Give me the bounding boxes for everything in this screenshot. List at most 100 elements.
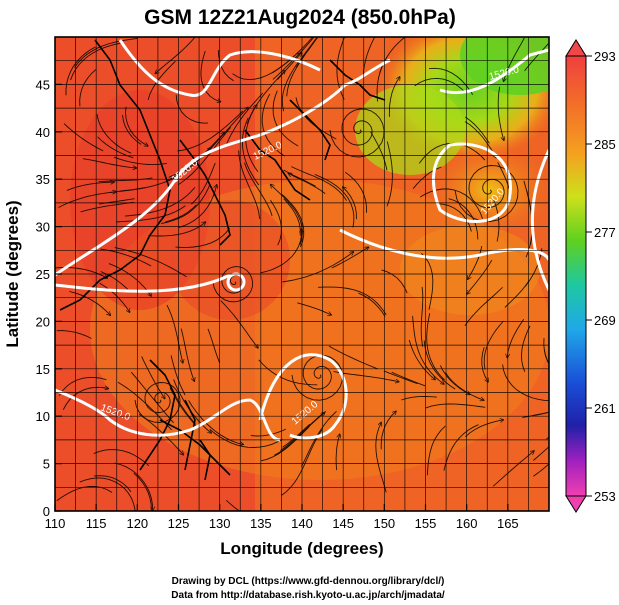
streamline <box>147 60 176 101</box>
streamline <box>376 60 386 102</box>
streamline <box>408 339 435 380</box>
streamline <box>272 90 299 147</box>
colorbar: 293 285 277 269 261 253 <box>565 39 616 513</box>
colorbar-tick-label: 293 <box>594 49 616 64</box>
streamline <box>282 252 353 283</box>
colorbar-bar <box>565 55 587 497</box>
streamline <box>436 203 472 232</box>
streamline <box>70 42 122 81</box>
streamline <box>283 198 301 236</box>
y-tick-label: 25 <box>36 267 50 282</box>
streamline <box>426 313 445 381</box>
streamline <box>391 371 426 387</box>
streamline <box>165 204 197 223</box>
streamline <box>412 315 444 384</box>
streamline <box>504 280 530 308</box>
streamline <box>161 183 211 224</box>
x-tick-label: 120 <box>126 516 148 531</box>
credit-drawing: Drawing by DCL (https://www.gfd-dennou.o… <box>172 576 445 587</box>
y-tick-label: 20 <box>36 314 50 329</box>
streamline <box>420 252 434 310</box>
x-tick-label: 145 <box>332 516 354 531</box>
streamline <box>80 201 134 213</box>
colorbar-tick-label: 277 <box>594 225 616 240</box>
streamline <box>178 185 217 229</box>
vortex-streamline <box>454 165 519 222</box>
streamline <box>401 396 437 401</box>
streamline <box>191 162 216 205</box>
y-tick-label: 0 <box>43 504 50 519</box>
streamline <box>533 446 549 461</box>
streamline <box>207 328 221 364</box>
streamline <box>96 114 132 154</box>
streamline <box>467 259 493 294</box>
y-axis-label: Latitude (degrees) <box>3 200 22 347</box>
x-tick-label: 110 <box>45 516 66 531</box>
streamline <box>141 356 165 399</box>
x-tick-label: 155 <box>415 516 437 531</box>
streamline <box>465 420 503 438</box>
streamline <box>297 302 331 315</box>
colorbar-tick-label: 253 <box>594 489 616 504</box>
streamline <box>79 477 136 511</box>
streamline <box>425 403 486 409</box>
streamline <box>56 330 92 339</box>
streamline <box>439 365 469 395</box>
y-tick-label: 35 <box>36 172 50 187</box>
streamline <box>125 106 148 146</box>
y-tick-label: 30 <box>36 220 50 235</box>
streamline <box>507 319 525 357</box>
streamline <box>93 449 150 467</box>
streamline <box>261 93 285 157</box>
streamline <box>281 61 300 112</box>
colorbar-bottom-cap <box>565 495 587 513</box>
chart-title: GSM 12Z21Aug2024 (850.0hPa) <box>144 6 456 29</box>
streamline <box>493 200 500 242</box>
streamline <box>175 227 230 248</box>
streamline <box>465 116 490 144</box>
streamline <box>464 286 503 327</box>
streamline <box>207 108 248 153</box>
streamline <box>246 71 285 125</box>
y-tick-label: 45 <box>36 77 50 92</box>
streamline <box>241 117 260 186</box>
x-axis-label: Longitude (degrees) <box>220 539 383 558</box>
streamline <box>169 387 198 428</box>
streamline <box>244 162 273 216</box>
streamline <box>178 127 231 186</box>
streamline <box>426 425 446 476</box>
colorbar-tick-label: 261 <box>594 401 616 416</box>
streamline <box>481 347 488 382</box>
streamline <box>318 286 387 316</box>
colorbar-tick-label: 285 <box>594 137 616 152</box>
streamline <box>155 37 196 73</box>
x-axis: 110 115 120 125 130 135 140 145 150 155 160 165 <box>45 504 519 531</box>
colorbar-top-cap <box>565 39 587 57</box>
y-tick-label: 40 <box>36 125 50 140</box>
streamline <box>295 97 337 140</box>
credit-data: Data from http://database.rish.kyoto-u.a… <box>171 590 445 601</box>
streamline <box>58 376 107 396</box>
streamline <box>133 472 152 511</box>
streamline <box>69 291 110 316</box>
y-axis: 0 5 10 15 20 25 30 35 40 45 <box>36 77 62 519</box>
streamline <box>224 92 264 148</box>
streamline <box>532 411 549 417</box>
streamline <box>370 131 388 171</box>
streamline <box>94 475 132 493</box>
streamline <box>260 229 301 274</box>
streamline <box>250 428 286 437</box>
vortex-streamline <box>134 382 181 423</box>
x-tick-label: 140 <box>291 516 313 531</box>
vortex-streamline <box>291 354 343 401</box>
streamline <box>420 286 424 347</box>
vortex-streamline <box>212 266 254 303</box>
streamline <box>283 169 316 187</box>
streamline <box>272 37 314 74</box>
streamline <box>114 462 152 510</box>
streamline <box>65 46 96 96</box>
streamline <box>116 205 186 223</box>
streamline <box>291 166 347 201</box>
vortex-streamline <box>329 108 385 158</box>
